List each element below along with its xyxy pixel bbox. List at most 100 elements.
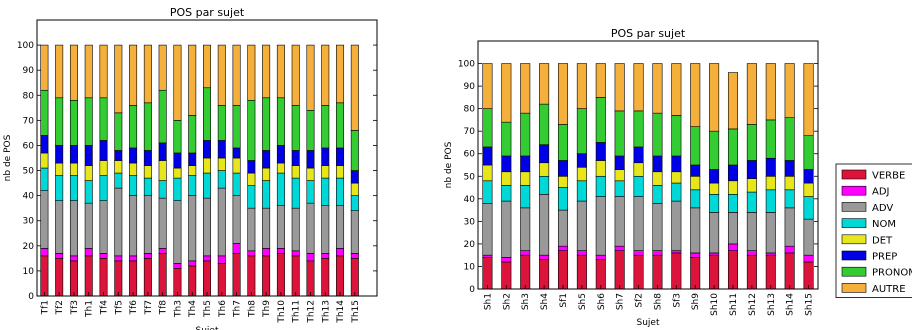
bar-segment-det — [203, 157, 211, 174]
bar-segment-verbe — [784, 252, 795, 290]
bar-segment-verbe — [173, 268, 182, 297]
bar-segment-pronom — [633, 110, 644, 148]
bars — [40, 44, 359, 297]
y-tick-label: 40 — [23, 192, 35, 202]
bar-segment-nom — [784, 189, 795, 209]
bar-segment-pronom — [188, 115, 197, 154]
bar-segment-verbe — [746, 254, 757, 290]
bar-segment-verbe — [709, 254, 720, 290]
bar-segment-pronom — [727, 128, 739, 166]
bar-segment-autre — [203, 44, 211, 89]
bar-segment-prep — [501, 155, 512, 173]
y-tick-label: 20 — [23, 242, 35, 252]
bar-segment-adv — [306, 202, 315, 254]
bar-segment-det — [173, 167, 182, 179]
bar-segment-nom — [576, 180, 587, 202]
bar-segment-nom — [321, 177, 330, 206]
bar-segment-autre — [114, 44, 123, 114]
bar-segment-verbe — [158, 253, 167, 297]
bar-segment-autre — [276, 44, 285, 99]
y-tick-label: 80 — [464, 105, 476, 115]
bar-segment-adj — [291, 250, 300, 257]
bar-segment-det — [262, 167, 271, 181]
bar-segment-autre — [709, 63, 720, 132]
bar-segment-nom — [765, 189, 776, 213]
bar-segment-det — [784, 175, 795, 191]
bar-segment-prep — [114, 150, 123, 161]
bar-segment-adv — [262, 207, 271, 249]
bar-segment-prep — [614, 155, 625, 170]
bar-segment-adv — [247, 207, 256, 252]
bar-segment-nom — [188, 175, 197, 196]
bar-segment-nom — [99, 175, 108, 201]
bar-segment-pronom — [321, 105, 330, 149]
bar-segment-det — [576, 166, 587, 182]
bar-segment-autre — [690, 63, 701, 127]
bar-segment-nom — [217, 170, 226, 189]
legend-label-det: DET — [872, 235, 893, 246]
bar-segment-nom — [690, 189, 701, 209]
bar-segment-nom — [595, 175, 606, 197]
bar-segment-adv — [55, 200, 64, 254]
y-tick-label: 70 — [464, 127, 476, 137]
bar-segment-adv — [614, 196, 625, 247]
bar-segment-pronom — [350, 130, 359, 171]
bar-segment-adj — [129, 255, 138, 262]
bar-segment-adv — [40, 190, 49, 249]
bar-segment-pronom — [69, 99, 78, 146]
bar-segment-adv — [501, 200, 512, 258]
bar-segment-det — [84, 165, 93, 181]
bar-segment-autre — [482, 63, 493, 109]
bar-segment-prep — [129, 147, 138, 164]
bar-segment-verbe — [69, 260, 78, 297]
x-tick-label: Th10 — [277, 300, 287, 324]
bar-segment-verbe — [217, 263, 226, 297]
bar-segment-pronom — [173, 120, 182, 154]
bar-segment-autre — [784, 63, 795, 118]
bar-segment-verbe — [482, 257, 493, 290]
bar-segment-det — [129, 162, 138, 176]
bar-segment-nom — [129, 175, 138, 196]
bar-segment-adv — [671, 200, 682, 251]
bar-segment-autre — [350, 44, 359, 131]
bar-segment-adv — [482, 203, 493, 256]
bar-segment-pronom — [114, 112, 123, 151]
bar-segment-autre — [501, 63, 512, 123]
chart-1: POS par sujet 0 10 20 30 40 50 60 70 80 90 100 Tf1 Tf… — [3, 6, 378, 330]
bar-segment-det — [158, 160, 167, 181]
bar-segment-prep — [727, 164, 739, 182]
bar-segment-nom — [803, 196, 814, 220]
bar-segment-det — [501, 171, 512, 186]
plot-frame — [477, 40, 819, 290]
y-tick-label: 20 — [464, 240, 476, 250]
bar-segment-autre — [614, 63, 625, 112]
x-tick-label: Sh9 — [691, 293, 701, 310]
x-tick-label: Th7 — [233, 300, 243, 318]
bar-segment-det — [55, 162, 64, 176]
bar-segment-adj — [633, 250, 644, 256]
legend-label-adv: ADV — [872, 203, 893, 214]
bar-segment-prep — [276, 145, 285, 164]
bar-segment-det — [652, 171, 663, 186]
bar-segment-pronom — [232, 105, 241, 149]
bar-segment-pronom — [576, 108, 587, 155]
legend: VERBE ADJ ADV NOM DET PREP PRONOM AUTRE — [835, 163, 912, 299]
bar-segment-det — [40, 152, 49, 169]
bar-segment-nom — [247, 185, 256, 209]
bar-segment-verbe — [84, 255, 93, 297]
bar-segment-adj — [143, 253, 152, 259]
bar-segment-verbe — [803, 261, 814, 290]
bar-segment-autre — [765, 63, 776, 121]
bar-segment-pronom — [40, 89, 49, 136]
bar-segment-adv — [99, 200, 108, 254]
bar-segment-pronom — [84, 97, 93, 146]
bar-segment-pronom — [291, 105, 300, 151]
x-tick-label: Tf8 — [159, 300, 169, 316]
bar-segment-verbe — [765, 254, 776, 290]
x-tick-label: Sh12 — [748, 293, 758, 316]
bar-segment-adj — [84, 248, 93, 257]
bar-segment-prep — [576, 153, 587, 168]
bar-segment-det — [69, 162, 78, 176]
bar-segment-prep — [99, 140, 108, 161]
bar-segment-nom — [652, 184, 663, 204]
